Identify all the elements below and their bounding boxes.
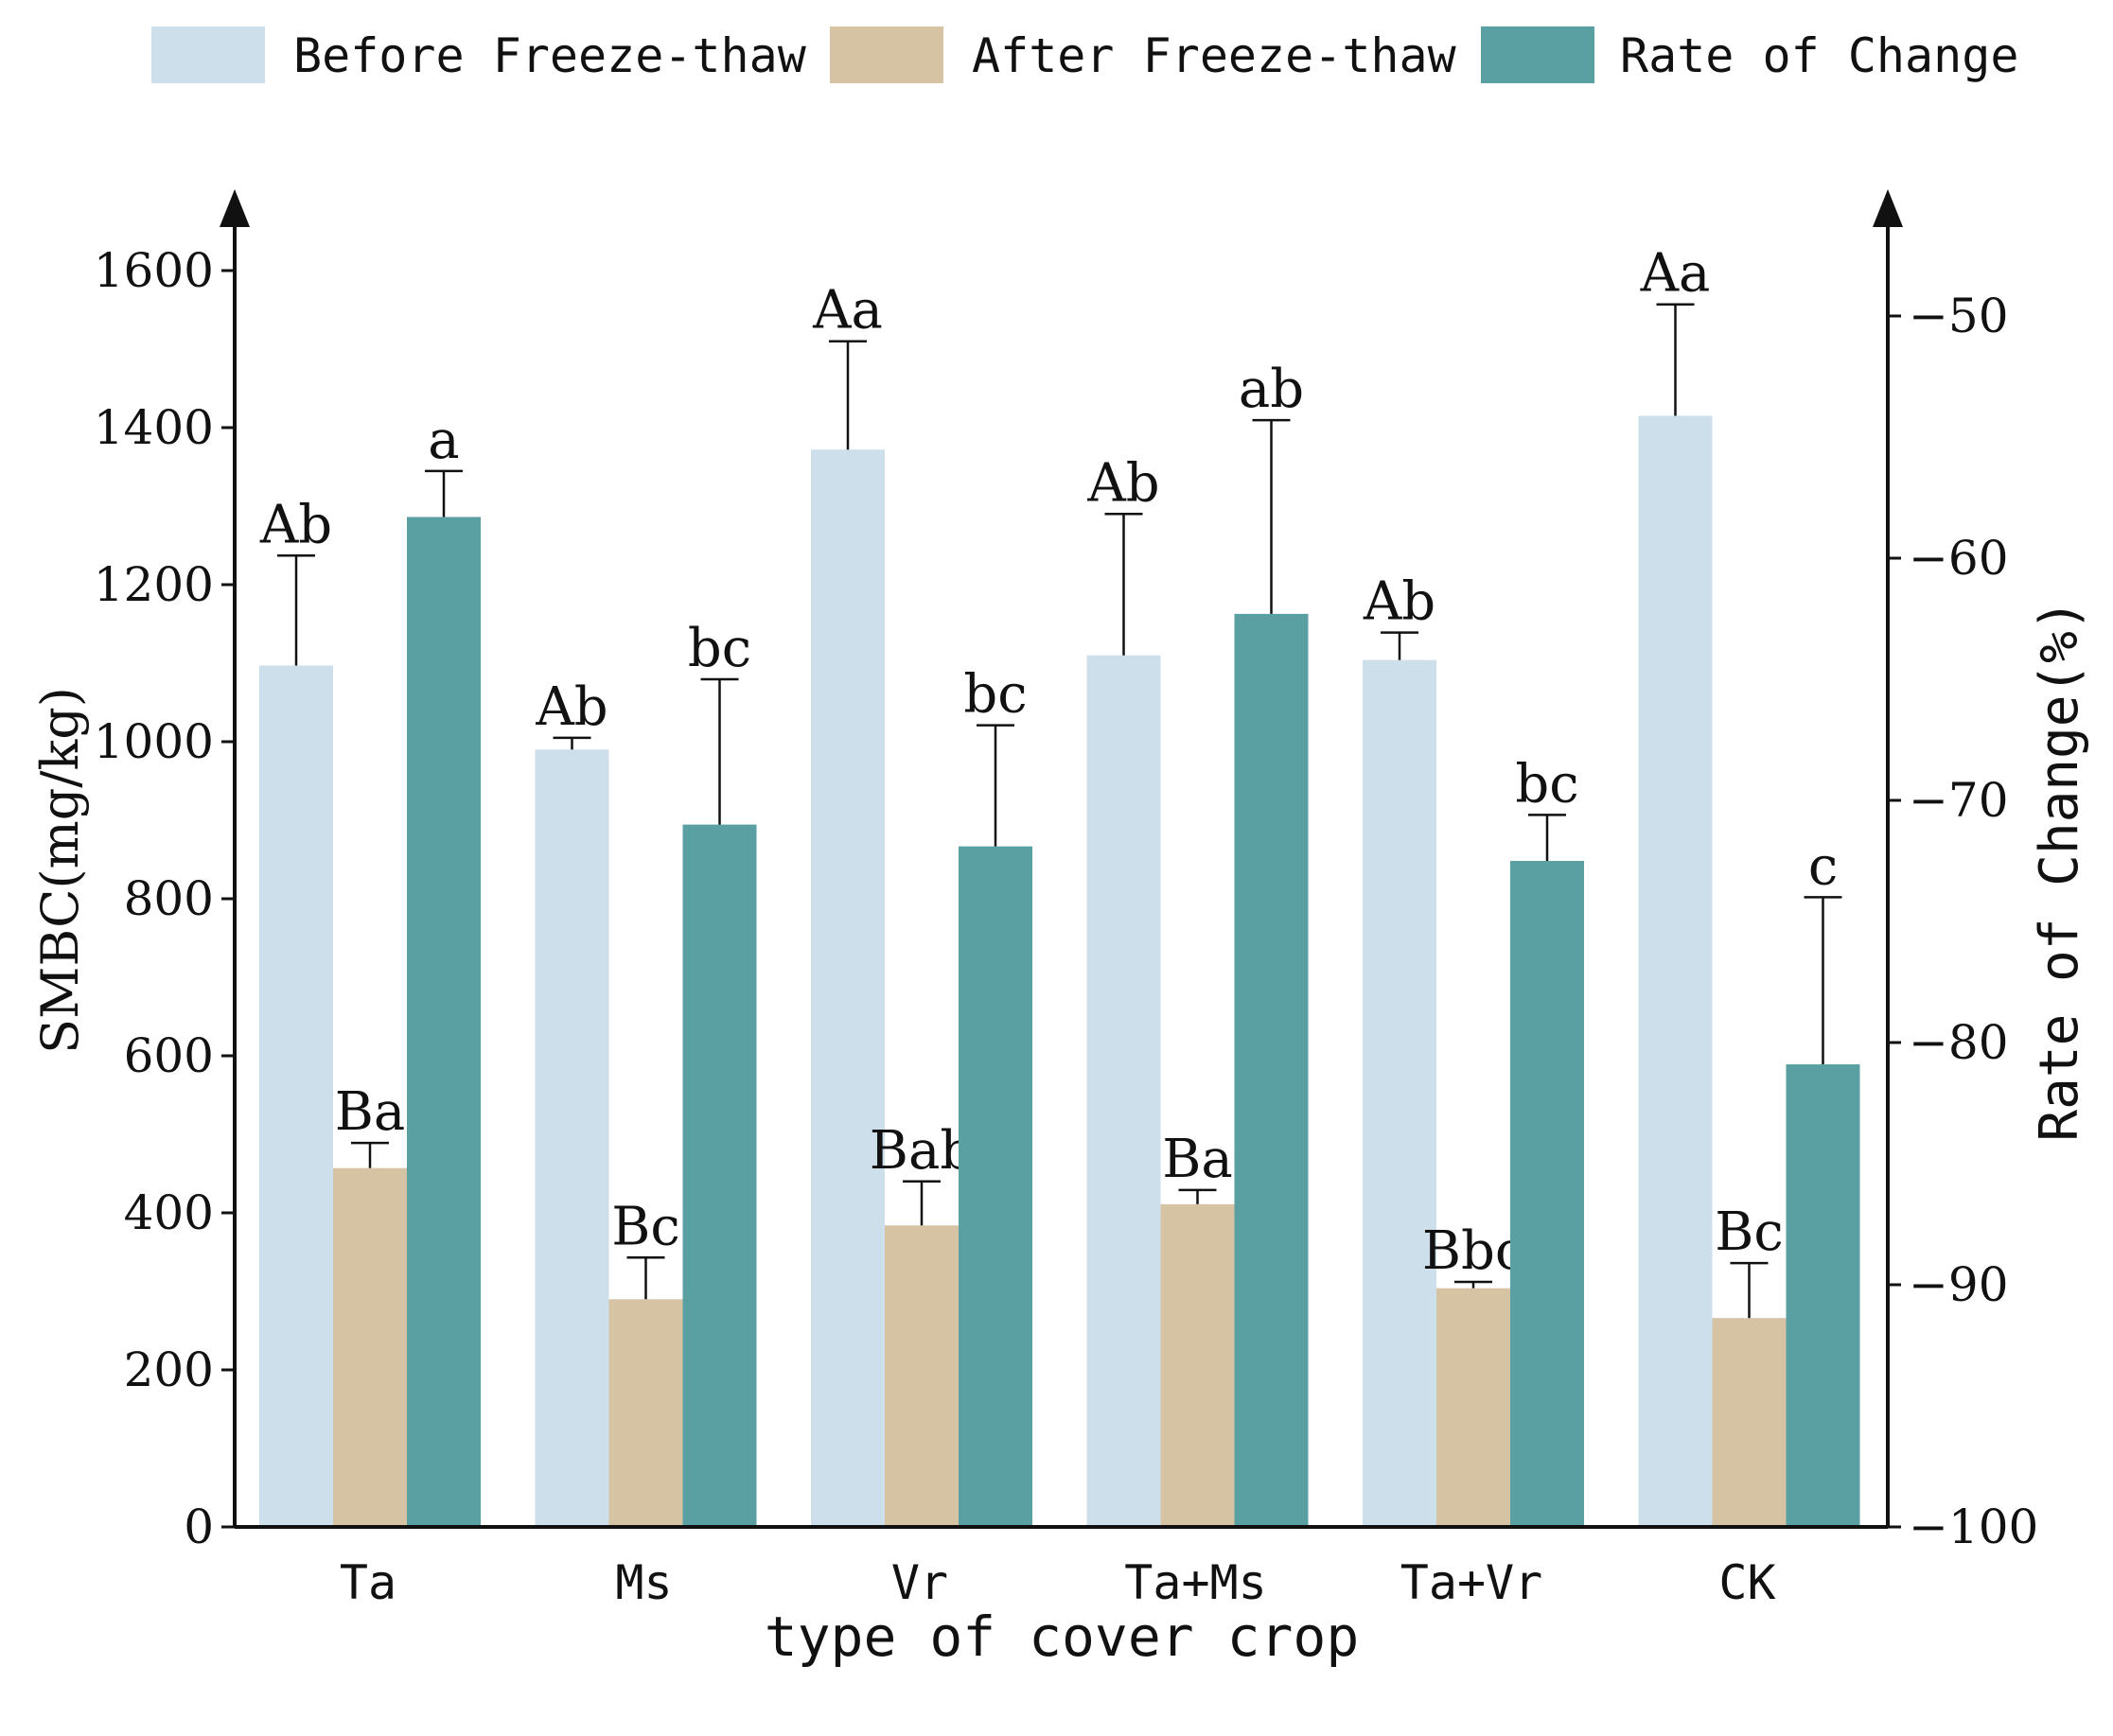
significance-label: bc: [1515, 753, 1578, 815]
y-axis-title-left: SMBC(mg/kg): [30, 687, 90, 1054]
bar-before-freeze-thaw-ck: [1638, 415, 1713, 1527]
legend-label-3: Rate of Change: [1620, 28, 2018, 83]
x-tick-label: Ta: [340, 1555, 396, 1610]
y-tick-label-left: 1600: [94, 243, 214, 298]
y-tick-label-left: 0: [184, 1499, 214, 1554]
significance-label: Bc: [611, 1196, 680, 1257]
x-tick-label: CK: [1718, 1555, 1775, 1610]
y-tick-label-left: 1000: [94, 714, 214, 769]
bar-before-freeze-thaw-vr: [811, 449, 885, 1527]
significance-label: Bbc: [1422, 1220, 1524, 1282]
y-tick-label-left: 400: [124, 1185, 214, 1240]
x-tick-label: Ms: [615, 1555, 672, 1610]
x-tick-label: Ta+Ms: [1124, 1555, 1267, 1610]
y-tick-label-right: −70: [1909, 773, 2009, 828]
significance-label: Ba: [335, 1081, 406, 1143]
y-tick-label-right: −80: [1909, 1015, 2009, 1070]
y-tick-label-right: −100: [1909, 1499, 2038, 1554]
significance-label: Ba: [1162, 1129, 1233, 1190]
bar-after-freeze-thaw-ta-vr: [1436, 1288, 1510, 1527]
significance-label: Ab: [259, 494, 332, 555]
bar-rate-of-change-ta: [407, 517, 481, 1527]
legend-label-2: After Freeze-thaw: [972, 28, 1457, 83]
legend: Before Freeze-thaw After Freeze-thaw Rate …: [151, 26, 2018, 83]
significance-label: Aa: [812, 280, 883, 342]
significance-label: ab: [1239, 359, 1304, 420]
bar-after-freeze-thaw-vr: [885, 1225, 959, 1527]
bar-before-freeze-thaw-ta: [259, 665, 333, 1527]
legend-label-1: Before Freeze-thaw: [293, 28, 807, 83]
y-tick-label-right: −90: [1909, 1257, 2009, 1312]
x-tick-label: Vr: [891, 1555, 948, 1610]
y-axis-left-arrow: [220, 189, 250, 227]
x-axis-title: type of cover crop: [765, 1604, 1360, 1669]
y-tick-label-left: 200: [124, 1342, 214, 1397]
bar-rate-of-change-vr: [959, 846, 1032, 1527]
legend-swatch-1: [151, 26, 265, 83]
bars: Ab Ba a Ab Bc bc Aa Bab bc Ab Ba ab Ab Bbc bc Aa Bc c: [259, 243, 1860, 1527]
bar-after-freeze-thaw-ta-ms: [1160, 1203, 1235, 1527]
significance-label: bc: [688, 618, 751, 679]
significance-label: Ab: [1363, 571, 1435, 633]
significance-label: Aa: [1640, 243, 1711, 305]
significance-label: Ab: [535, 676, 607, 738]
y-tick-label-left: 1400: [94, 400, 214, 455]
bar-rate-of-change-ms: [682, 824, 757, 1527]
bar-rate-of-change-ta-vr: [1510, 861, 1584, 1527]
bar-rate-of-change-ck: [1786, 1064, 1860, 1527]
y-tick-label-left: 600: [124, 1028, 214, 1083]
bar-after-freeze-thaw-ms: [608, 1299, 683, 1527]
y-tick-label-right: −50: [1909, 289, 2009, 343]
axes: 0 200 400 600 800 1000 1200 1400 1600 −100 −90 −80 −…: [94, 189, 2038, 1610]
significance-label: Ab: [1086, 452, 1159, 514]
y-axis-title-right: Rate of Change(%): [2029, 599, 2090, 1141]
bar-before-freeze-thaw-ta-ms: [1086, 655, 1161, 1527]
bar-after-freeze-thaw-ta: [333, 1167, 407, 1527]
bar-before-freeze-thaw-ta-vr: [1363, 659, 1436, 1527]
significance-label: c: [1808, 835, 1838, 897]
bar-before-freeze-thaw-ms: [535, 749, 609, 1527]
bar-rate-of-change-ta-ms: [1234, 613, 1309, 1527]
bar-after-freeze-thaw-ck: [1712, 1318, 1787, 1527]
significance-label: Bab: [870, 1120, 974, 1182]
significance-label: bc: [963, 664, 1027, 726]
significance-label: Bc: [1715, 1201, 1784, 1263]
legend-swatch-3: [1481, 26, 1594, 83]
x-tick-label: Ta+Vr: [1400, 1555, 1543, 1610]
y-tick-label-right: −60: [1909, 531, 2009, 586]
y-tick-label-left: 800: [124, 871, 214, 926]
legend-swatch-2: [830, 26, 943, 83]
y-axis-right-arrow: [1873, 189, 1903, 227]
y-tick-label-left: 1200: [94, 557, 214, 612]
significance-label: a: [428, 410, 459, 471]
